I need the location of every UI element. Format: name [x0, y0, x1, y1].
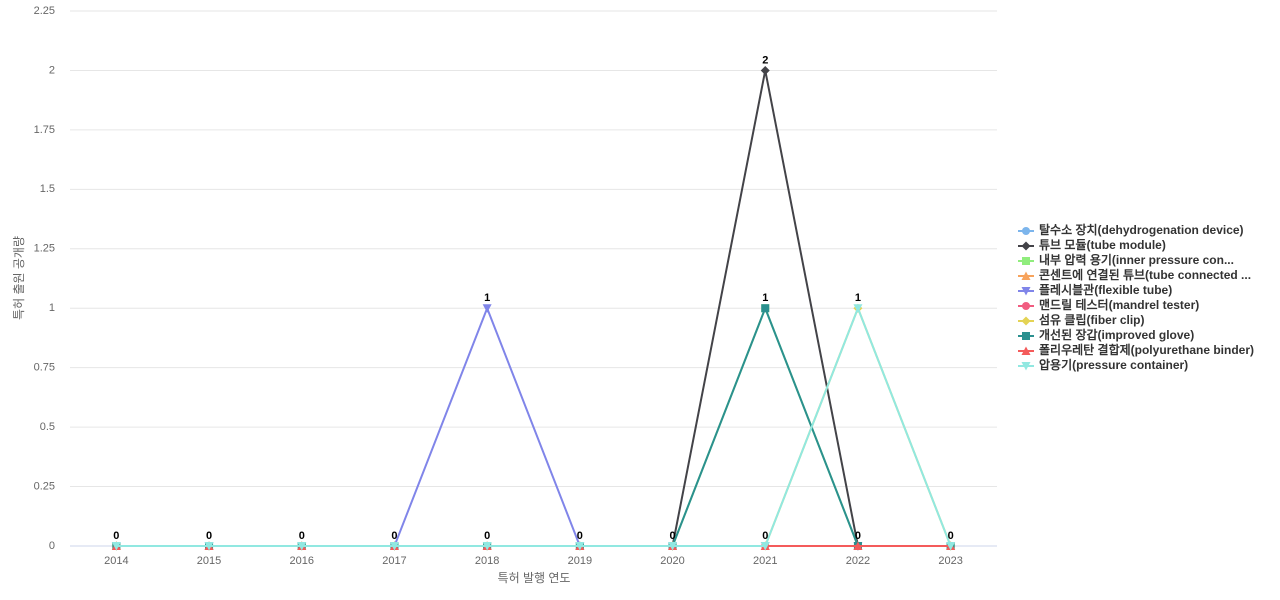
legend-marker	[1021, 316, 1031, 326]
data-label: 0	[206, 530, 212, 542]
point	[668, 542, 678, 551]
data-label: 1	[762, 292, 768, 304]
y-axis-title: 특허 출원 공개량	[12, 236, 26, 320]
legend-label: 플레시블관(flexible tube)	[1039, 282, 1172, 297]
x-tick-label: 2019	[568, 555, 592, 567]
y-tick-label: 0.75	[34, 362, 55, 374]
legend-marker	[1022, 302, 1030, 310]
x-tick-label: 2016	[290, 555, 314, 567]
point	[482, 304, 492, 313]
x-tick-label: 2023	[938, 555, 962, 567]
legend-label: 내부 압력 용기(inner pressure con...	[1039, 252, 1234, 267]
data-label: 0	[948, 530, 954, 542]
y-tick-label: 1.25	[34, 243, 55, 255]
point	[111, 542, 121, 551]
point	[389, 542, 399, 551]
x-tick-label: 2022	[846, 555, 870, 567]
point	[761, 304, 770, 313]
data-label: 0	[391, 530, 397, 542]
data-label: 2	[762, 54, 768, 66]
legend-label: 콘센트에 연결된 튜브(tube connected ...	[1039, 267, 1251, 282]
y-tick-label: 0.25	[34, 480, 55, 492]
y-tick-label: 1.75	[34, 124, 55, 136]
point	[853, 304, 863, 313]
series-line	[116, 305, 952, 547]
legend-marker	[1021, 346, 1031, 355]
y-tick-label: 1.5	[40, 183, 55, 195]
data-label: 0	[577, 530, 583, 542]
legend-label: 맨드릴 테스터(mandrel tester)	[1039, 297, 1199, 312]
x-axis-title: 특허 발행 연도	[498, 570, 571, 585]
data-label: 1	[484, 292, 490, 304]
x-tick-label: 2018	[475, 555, 499, 567]
data-label: 0	[299, 530, 305, 542]
x-tick-label: 2021	[753, 555, 777, 567]
legend-marker	[1021, 271, 1031, 280]
data-label: 1	[855, 292, 861, 304]
y-tick-label: 2	[49, 64, 55, 76]
y-tick-label: 2.25	[34, 5, 55, 17]
y-tick-label: 0	[49, 540, 55, 552]
data-label: 0	[762, 530, 768, 542]
data-label: 0	[113, 530, 119, 542]
legend-marker	[1021, 287, 1031, 296]
legend-label: 탈수소 장치(dehydrogenation device)	[1039, 222, 1244, 237]
point	[482, 542, 492, 551]
data-label: 0	[484, 530, 490, 542]
legend-marker	[1022, 227, 1030, 235]
y-tick-label: 0.5	[40, 421, 55, 433]
legend-marker	[1021, 362, 1031, 371]
legend-marker	[1022, 332, 1030, 340]
legend-marker	[1022, 257, 1030, 265]
point	[853, 541, 863, 550]
legend-label: 튜브 모듈(tube module)	[1039, 238, 1166, 252]
data-label: 0	[855, 530, 861, 542]
point	[575, 542, 585, 551]
x-tick-label: 2020	[660, 555, 684, 567]
data-label: 0	[669, 530, 675, 542]
legend-marker	[1021, 241, 1031, 251]
legend-label: 폴리우레탄 결합제(polyurethane binder)	[1039, 342, 1254, 357]
x-tick-label: 2015	[197, 555, 221, 567]
point	[760, 65, 770, 75]
point	[297, 542, 307, 551]
point	[760, 542, 770, 551]
x-tick-label: 2014	[104, 555, 128, 567]
legend-label: 개선된 장갑(improved glove)	[1039, 327, 1194, 342]
legend-label: 압용기(pressure container)	[1039, 357, 1188, 372]
point	[946, 542, 956, 551]
legend-label: 섬유 클립(fiber clip)	[1039, 312, 1145, 327]
y-tick-label: 1	[49, 302, 55, 314]
x-tick-label: 2017	[382, 555, 406, 567]
point	[204, 542, 214, 551]
